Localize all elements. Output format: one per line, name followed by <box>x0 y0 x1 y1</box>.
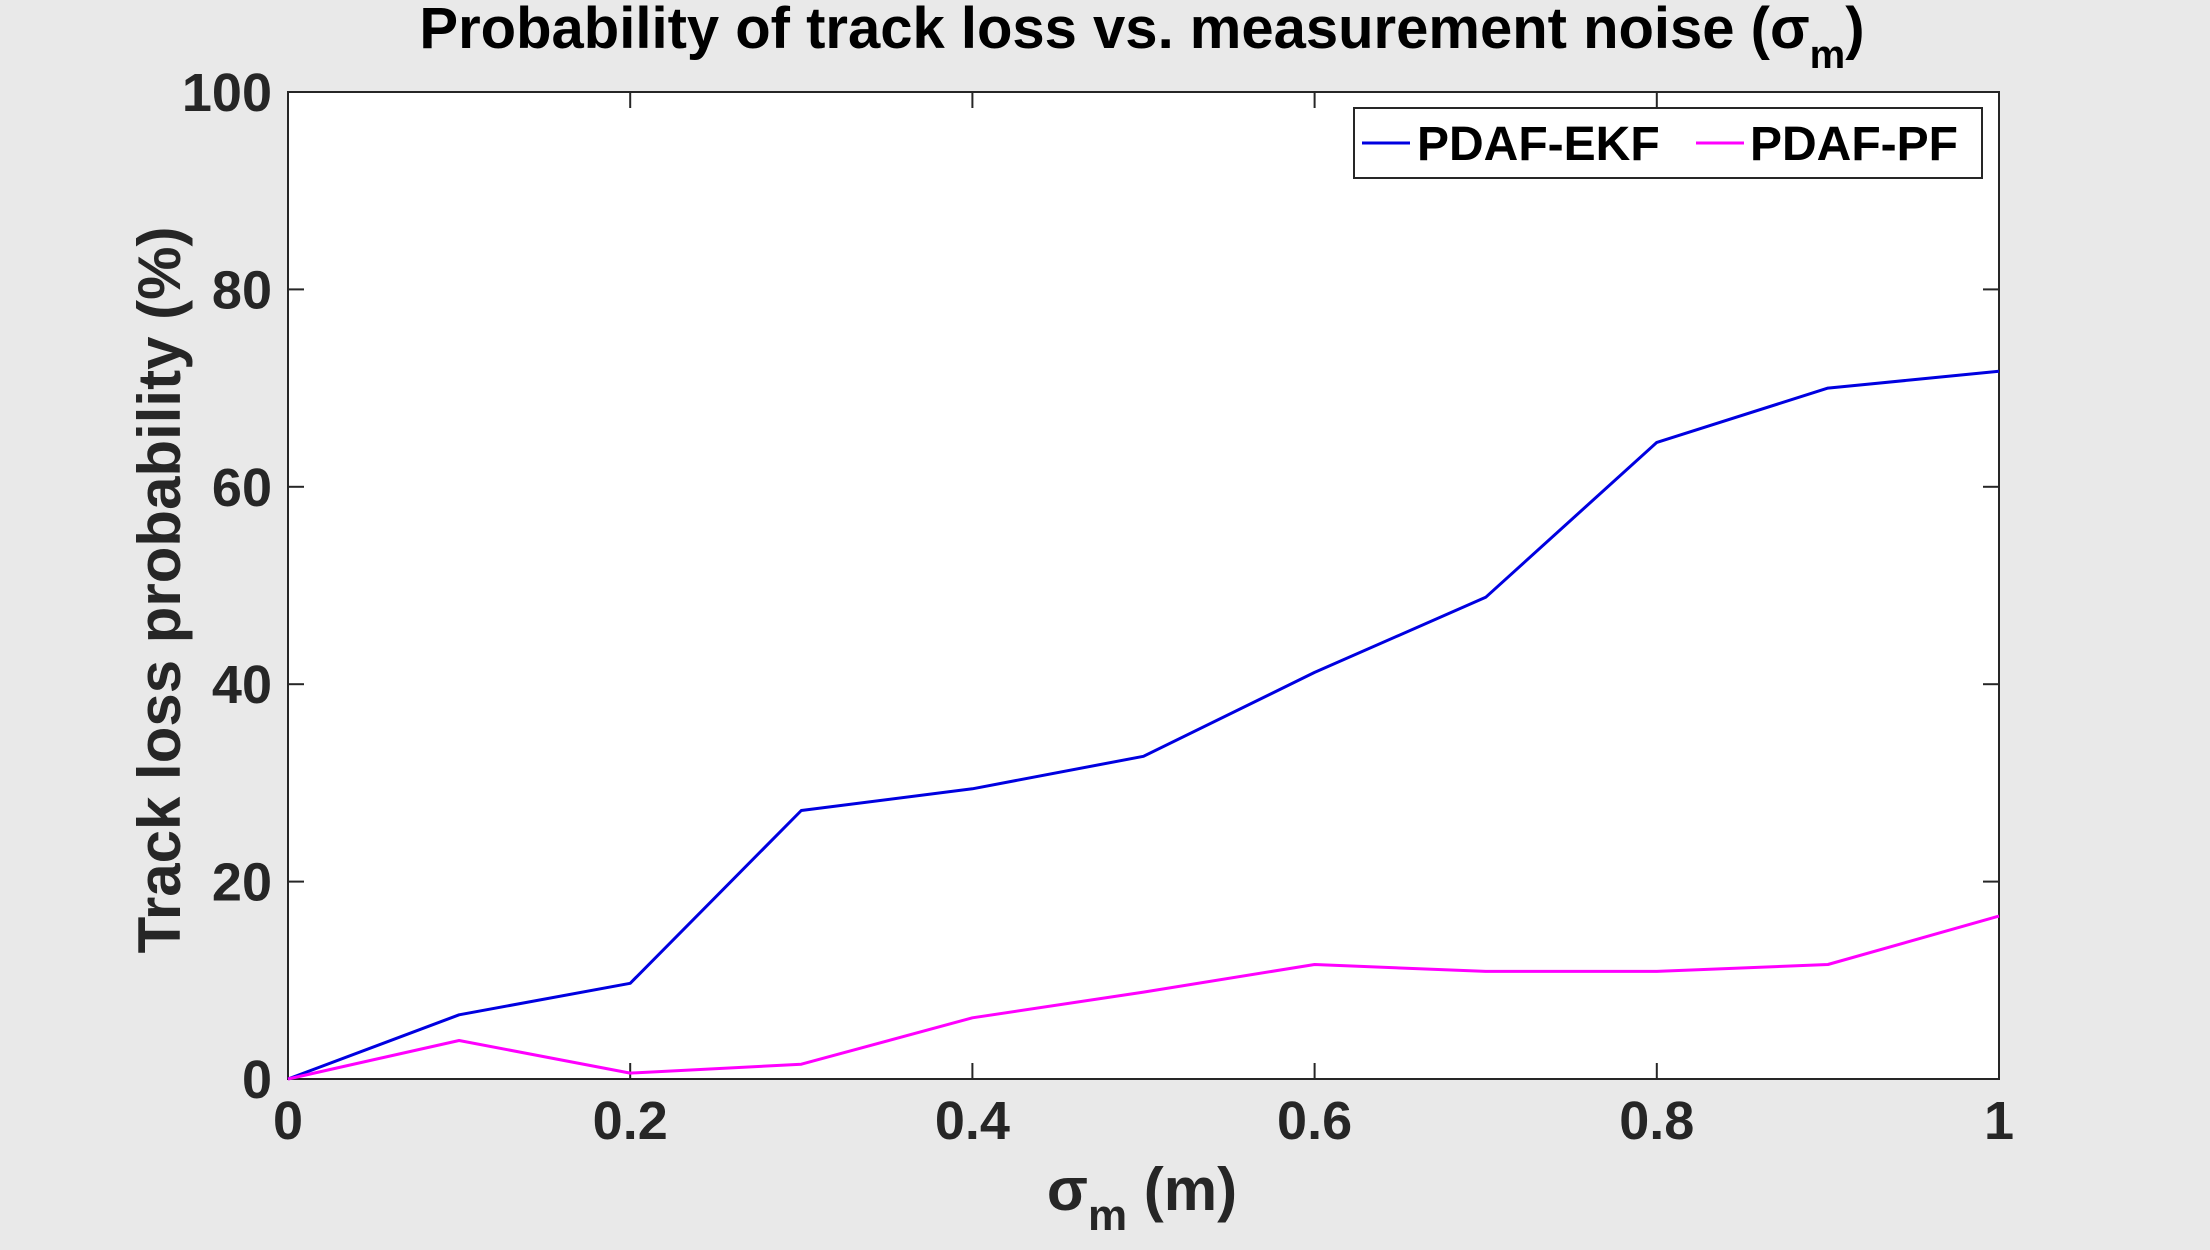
x-axis-label-end: (m) <box>1127 1156 1237 1223</box>
x-tick-label: 0.6 <box>1277 1091 1352 1151</box>
x-axis-label: σm (m) <box>1047 1156 1237 1240</box>
chart-title: Probability of track loss vs. measuremen… <box>419 0 1864 77</box>
plot-area <box>287 91 2000 1080</box>
y-tick-label: 40 <box>212 655 272 715</box>
x-axis-label-main: σ <box>1047 1156 1088 1223</box>
y-tick-label: 100 <box>182 63 272 123</box>
series-line-pdaf-ekf <box>287 369 2000 1081</box>
x-axis-label-subscript: m <box>1088 1191 1127 1240</box>
legend-label-pdaf-pf: PDAF-PF <box>1750 118 1958 171</box>
chart-title-main: Probability of track loss vs. measuremen… <box>419 0 1809 61</box>
x-tick-label: 0.8 <box>1619 1091 1694 1151</box>
y-axis-label: Track loss probability (%) <box>126 227 193 954</box>
x-tick-label: 0.2 <box>593 1091 668 1151</box>
legend: PDAF-EKF PDAF-PF <box>1353 107 1983 179</box>
legend-label-pdaf-ekf: PDAF-EKF <box>1417 118 1660 171</box>
y-tick-label: 80 <box>212 260 272 320</box>
y-tick-label: 20 <box>212 853 272 913</box>
legend-box <box>1353 107 1983 179</box>
chart-title-subscript: m <box>1810 33 1846 77</box>
x-tick-labels: 0 0.2 0.4 0.6 0.8 1 <box>273 1091 2014 1151</box>
x-tick-label: 1 <box>1984 1091 2014 1151</box>
series-line-pdaf-pf <box>287 914 2000 1081</box>
y-tick-label: 0 <box>242 1050 272 1110</box>
x-tick-label: 0 <box>273 1091 303 1151</box>
series-layer <box>287 369 2000 1081</box>
chart-title-end: ) <box>1845 0 1864 61</box>
y-tick-label: 60 <box>212 458 272 518</box>
x-tick-label: 0.4 <box>935 1091 1010 1151</box>
y-tick-labels: 0 20 40 60 80 100 <box>182 63 272 1110</box>
